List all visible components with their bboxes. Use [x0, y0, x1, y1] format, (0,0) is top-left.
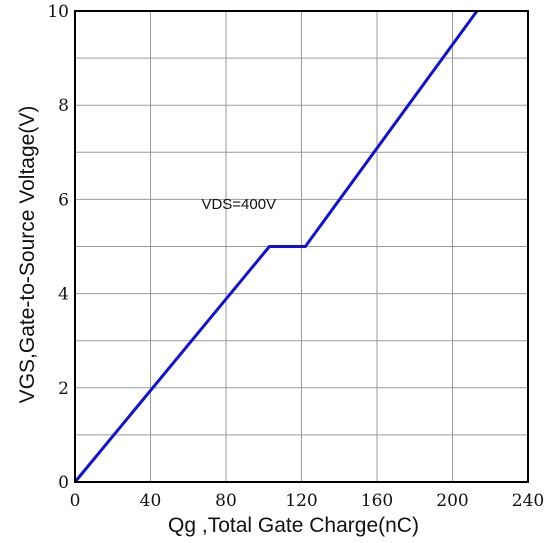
y-axis-ticks: 0 2 4 6 8 10 [47, 2, 69, 493]
x-tick-label-40: 40 [140, 491, 162, 511]
y-tick-label-8: 8 [58, 96, 69, 116]
series-layer [73, 10, 479, 483]
x-axis-ticks: 0 40 80 120 160 200 240 [70, 491, 545, 511]
annotation-label: VDS=400V [201, 196, 276, 213]
series-line-0 [73, 10, 479, 483]
x-tick-label-120: 120 [285, 491, 317, 511]
y-tick-label-2: 2 [58, 379, 69, 399]
x-tick-label-80: 80 [215, 491, 237, 511]
y-tick-label-6: 6 [58, 190, 69, 210]
y-tick-label-10: 10 [47, 2, 69, 22]
y-axis-label: VGS,Gate-to-Source Voltage(V) [16, 106, 39, 404]
x-tick-label-240: 240 [512, 491, 544, 511]
annotations: VDS=400V [201, 196, 276, 213]
plot-frame [74, 10, 529, 483]
y-tick-label-4: 4 [58, 285, 69, 305]
x-tick-label-200: 200 [436, 491, 468, 511]
y-tick-label-0: 0 [58, 473, 69, 493]
x-tick-label-160: 160 [361, 491, 393, 511]
x-axis-label: Qg ,Total Gate Charge(nC) [168, 514, 419, 537]
grid [75, 11, 528, 482]
x-tick-label-0: 0 [70, 491, 81, 511]
